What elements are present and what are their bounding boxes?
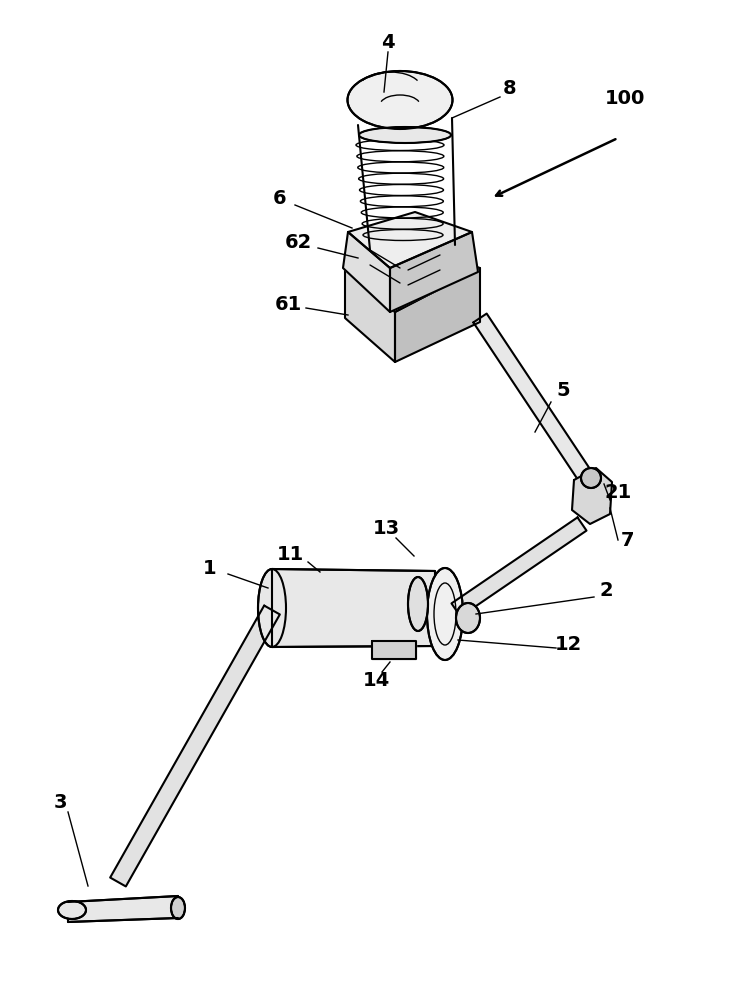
Polygon shape [345,268,395,362]
Ellipse shape [427,568,463,660]
Text: 6: 6 [273,188,287,208]
Text: 61: 61 [275,294,302,314]
Ellipse shape [456,603,480,633]
Ellipse shape [359,127,451,143]
Ellipse shape [58,901,86,919]
Ellipse shape [581,468,601,488]
Polygon shape [372,641,416,659]
Text: 100: 100 [605,89,645,107]
Text: 5: 5 [556,380,570,399]
Text: 21: 21 [605,483,632,502]
Text: 2: 2 [599,580,613,599]
Text: 11: 11 [276,544,303,564]
Text: 62: 62 [284,232,312,251]
Text: 14: 14 [363,670,390,690]
Ellipse shape [408,577,428,631]
Polygon shape [272,569,435,647]
Polygon shape [474,314,599,492]
Polygon shape [395,268,480,362]
Text: 3: 3 [53,792,67,812]
Text: 4: 4 [381,32,395,51]
Ellipse shape [258,569,286,647]
Polygon shape [572,468,612,524]
Polygon shape [451,517,587,617]
Text: 12: 12 [554,636,582,654]
Ellipse shape [171,897,185,919]
Text: 13: 13 [372,518,400,538]
Polygon shape [390,232,478,312]
Text: 1: 1 [204,558,217,578]
Polygon shape [348,212,472,268]
Ellipse shape [348,71,452,129]
Text: 8: 8 [503,79,517,98]
Polygon shape [110,606,280,886]
Polygon shape [68,896,178,922]
Polygon shape [343,232,390,312]
Text: 7: 7 [622,530,635,550]
Polygon shape [345,248,480,312]
